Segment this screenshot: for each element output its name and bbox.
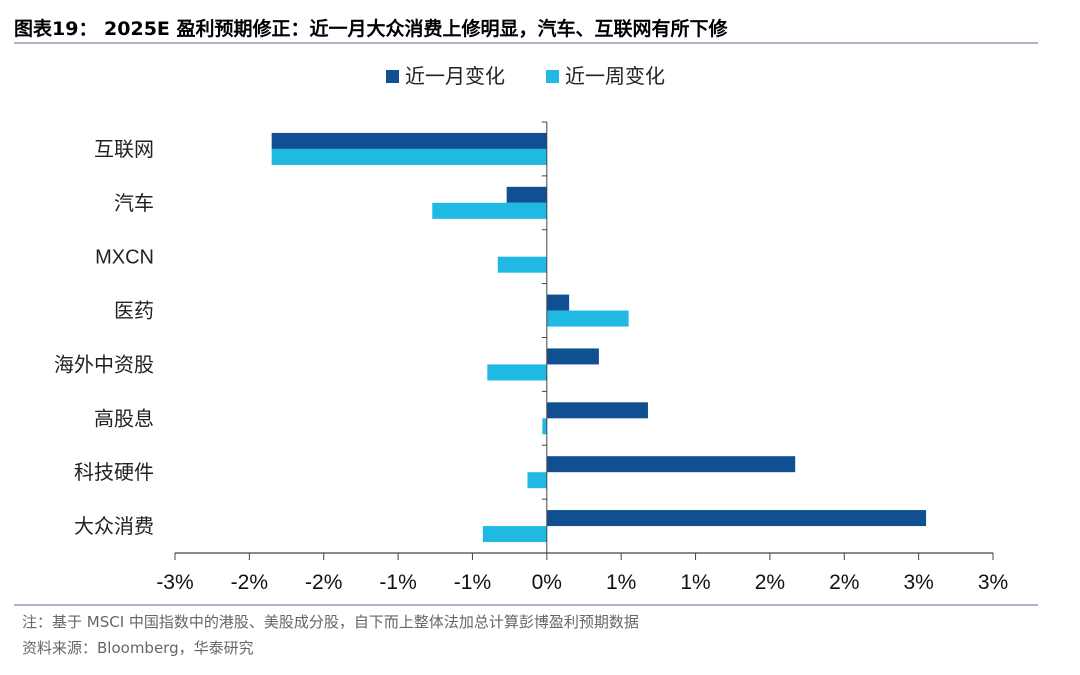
- x-tick-label: -2%: [305, 571, 342, 594]
- category-label: 海外中资股: [54, 352, 154, 376]
- x-tick-label: 3%: [903, 571, 933, 594]
- category-label: 汽车: [114, 191, 154, 215]
- bar-group: [271, 132, 927, 543]
- bar-month: [271, 132, 547, 149]
- legend-swatch: [386, 70, 399, 83]
- category-label: 医药: [114, 299, 154, 323]
- x-tick-label: 2%: [755, 571, 785, 594]
- chart-note: 注：基于 MSCI 中国指数中的港股、美股成分股，自下而上整体法加总计算彭博盈利…: [22, 613, 639, 631]
- category-label: 互联网: [94, 137, 154, 161]
- legend-swatch: [546, 70, 559, 83]
- legend-label: 近一月变化: [405, 64, 505, 88]
- legend-label: 近一周变化: [565, 64, 665, 88]
- category-label: 科技硬件: [74, 460, 154, 484]
- x-tick-label: -1%: [379, 571, 416, 594]
- bar-month: [546, 402, 648, 419]
- bar-week: [527, 472, 547, 489]
- figure-title: 图表19： 2025E 盈利预期修正：近一月大众消费上修明显，汽车、互联网有所下…: [14, 18, 728, 40]
- x-tick-label: 1%: [680, 571, 710, 594]
- chart-legend: 近一月变化 近一周变化: [386, 64, 665, 88]
- x-tick-label: 1%: [606, 571, 636, 594]
- chart-source: 资料来源：Bloomberg，华泰研究: [22, 639, 254, 657]
- x-tick-label: -3%: [156, 571, 193, 594]
- bar-week: [432, 202, 547, 219]
- bar-week: [487, 364, 547, 381]
- bar-month: [506, 186, 547, 203]
- bar-chart: 近一月变化 近一周变化 -3% -2% -2% -1% -1% 0% 1% 1% 2% 2% 3% 3%…: [54, 64, 1008, 594]
- bar-week: [497, 256, 547, 273]
- category-label: 大众消费: [74, 514, 154, 538]
- x-tick-label: 0%: [532, 571, 562, 594]
- category-label: MXCN: [95, 247, 154, 269]
- title-divider: [14, 42, 1038, 44]
- bar-week: [271, 148, 547, 165]
- footer-divider: [14, 604, 1038, 606]
- category-label: 高股息: [94, 406, 154, 430]
- x-tick-label: -1%: [454, 571, 491, 594]
- bar-month: [546, 348, 599, 365]
- bar-month: [546, 456, 796, 473]
- bar-week: [482, 526, 547, 543]
- x-tick-label: 3%: [978, 571, 1008, 594]
- bar-month: [546, 294, 570, 311]
- x-tick-label: 2%: [829, 571, 859, 594]
- bar-week: [542, 418, 547, 435]
- chart-axes: -3% -2% -2% -1% -1% 0% 1% 1% 2% 2% 3% 3%: [156, 121, 1008, 594]
- bar-week: [546, 310, 629, 327]
- x-tick-label: -2%: [231, 571, 268, 594]
- bar-month: [546, 510, 927, 527]
